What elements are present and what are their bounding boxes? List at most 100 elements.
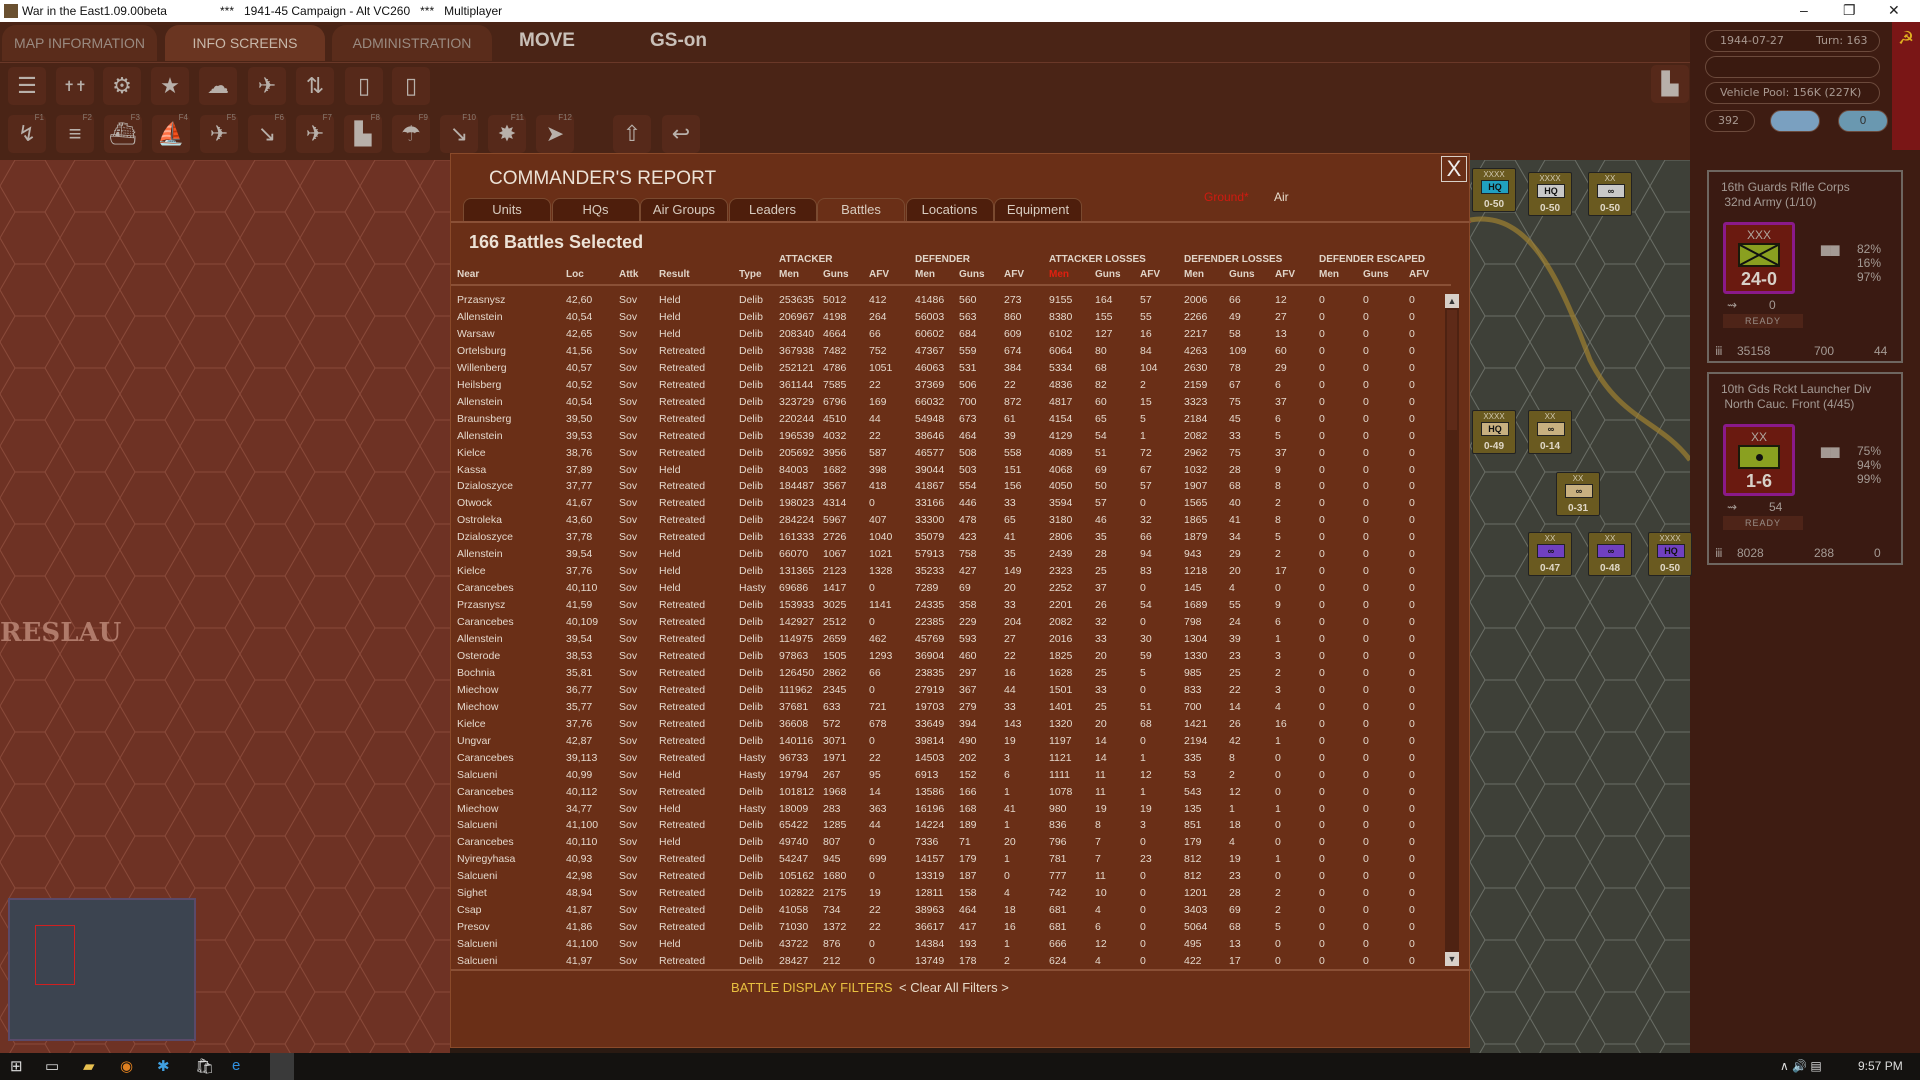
table-row[interactable]: Carancebes 40,109 Sov Retreated Delib 142927 2…	[451, 614, 1441, 631]
map-unit-counter[interactable]: XX ∞ 0-47	[1528, 532, 1572, 576]
table-row[interactable]: Dzialoszyce 37,78 Sov Retreated Delib 161333 2…	[451, 529, 1441, 546]
table-row[interactable]: Ostroleka 43,60 Sov Retreated Delib 284224 596…	[451, 512, 1441, 529]
report-flag-icon[interactable]: ▯	[345, 67, 383, 105]
table-row[interactable]: Csap 41,87 Sov Retreated Delib 41058 734 22 3896…	[451, 902, 1441, 919]
close-dialog-button[interactable]: X	[1441, 156, 1467, 182]
table-row[interactable]: Kielce 38,76 Sov Retreated Delib 205692 3956 58…	[451, 445, 1441, 462]
table-row[interactable]: Sighet 48,94 Sov Retreated Delib 102822 2175 19…	[451, 885, 1441, 902]
weather-indicator[interactable]	[1770, 110, 1820, 132]
menu-administration[interactable]: ADMINISTRATION	[332, 25, 492, 61]
tab-air-groups[interactable]: Air Groups	[640, 198, 728, 221]
weather-icon[interactable]: ☁	[199, 67, 237, 105]
map-view-right[interactable]: XXXX HQ 0-50 XXXX HQ 0-50 XX ∞ 0-50 XXXX HQ 0-49 XX ∞…	[1470, 160, 1692, 1053]
tab-units[interactable]: Units	[463, 198, 551, 221]
leaders-icon[interactable]: ✝✝	[56, 67, 94, 105]
unit-card[interactable]: 16th Guards Rifle Corps 32nd Army (1/10)…	[1707, 170, 1903, 363]
end-turn-icon[interactable]: ➤ F12	[536, 113, 574, 153]
table-row[interactable]: Allenstein 40,54 Sov Retreated Delib 323729 67…	[451, 394, 1441, 411]
table-row[interactable]: Osterode 38,53 Sov Retreated Delib 97863 1505 1…	[451, 648, 1441, 665]
table-row[interactable]: Carancebes 40,110 Sov Held Delib 49740 807 0 733…	[451, 834, 1441, 851]
rail-icon[interactable]: ≡ F2	[56, 113, 94, 153]
tab-battles[interactable]: Battles	[817, 198, 905, 222]
column-header[interactable]: Near	[457, 269, 480, 280]
naval-transport-icon[interactable]: ⛴ F3	[104, 113, 142, 153]
table-row[interactable]: Kielce 37,76 Sov Held Delib 131365 2123 1328 352…	[451, 563, 1441, 580]
table-row[interactable]: Salcueni 41,100 Sov Retreated Delib 65422 1285…	[451, 817, 1441, 834]
table-row[interactable]: Kassa 37,89 Sov Held Delib 84003 1682 398 39044 5…	[451, 462, 1441, 479]
table-row[interactable]: Carancebes 40,110 Sov Held Hasty 69686 1417 0 72…	[451, 580, 1441, 597]
table-row[interactable]: Dzialoszyce 37,77 Sov Retreated Delib 184487 3…	[451, 478, 1441, 495]
game-taskbar-icon[interactable]	[270, 1053, 294, 1080]
table-row[interactable]: Willenberg 40,57 Sov Retreated Delib 252121 47…	[451, 360, 1441, 377]
table-row[interactable]: Salcueni 41,100 Sov Held Delib 43722 876 0 14384…	[451, 936, 1441, 953]
column-header[interactable]: AFV	[1140, 269, 1160, 280]
column-header[interactable]: Guns	[1095, 269, 1121, 280]
table-row[interactable]: Presov 41,86 Sov Retreated Delib 71030 1372 22 3…	[451, 919, 1441, 936]
column-header[interactable]: Men	[915, 269, 935, 280]
unit-list-icon[interactable]: ☰	[8, 67, 46, 105]
app-icon[interactable]: ✱	[157, 1058, 170, 1075]
column-header[interactable]: Type	[739, 269, 762, 280]
table-row[interactable]: Otwock 41,67 Sov Retreated Delib 198023 4314 0 3…	[451, 495, 1441, 512]
table-row[interactable]: Heilsberg 40,52 Sov Retreated Delib 361144 758…	[451, 377, 1441, 394]
table-row[interactable]: Nyiregyhasa 40,93 Sov Retreated Delib 54247 94…	[451, 851, 1441, 868]
gs-toggle[interactable]: GS-on	[650, 30, 707, 51]
air-strike-icon[interactable]: ↘ F6	[248, 113, 286, 153]
combat-icon[interactable]: ✸ F11	[488, 113, 526, 153]
column-header[interactable]: Guns	[959, 269, 985, 280]
start-icon[interactable]: ⊞	[10, 1058, 23, 1075]
amphibious-icon[interactable]: ⛵ F4	[152, 113, 190, 153]
column-header[interactable]: Men	[1319, 269, 1339, 280]
file-explorer-icon[interactable]: ▰	[83, 1058, 95, 1075]
column-header[interactable]: Guns	[1363, 269, 1389, 280]
counter-toggle[interactable]: 0	[1838, 110, 1888, 132]
map-unit-counter[interactable]: XXXX HQ 0-50	[1528, 172, 1572, 216]
column-header[interactable]: AFV	[1275, 269, 1295, 280]
map-unit-counter[interactable]: XXXX HQ 0-50	[1472, 168, 1516, 212]
air-recon-icon[interactable]: ✈ F5	[200, 113, 238, 153]
table-row[interactable]: Ortelsburg 41,56 Sov Retreated Delib 367938 74…	[451, 343, 1441, 360]
airfield-bomb-icon[interactable]: ✈ F7	[296, 113, 334, 153]
table-row[interactable]: Allenstein 39,54 Sov Retreated Delib 114975 26…	[451, 631, 1441, 648]
column-header[interactable]: Loc	[566, 269, 584, 280]
clear-all-filters-button[interactable]: < Clear All Filters >	[899, 980, 1009, 995]
table-row[interactable]: Przasnysz 42,60 Sov Held Delib 253635 5012 412 4…	[451, 292, 1441, 309]
table-row[interactable]: Przasnysz 41,59 Sov Retreated Delib 153933 302…	[451, 597, 1441, 614]
table-row[interactable]: Allenstein 39,54 Sov Held Delib 66070 1067 1021…	[451, 546, 1441, 563]
ground-toggle[interactable]: Ground*	[1204, 190, 1249, 204]
restore-button[interactable]: ❐	[1843, 2, 1856, 18]
map-unit-counter[interactable]: XX ∞ 0-48	[1588, 532, 1632, 576]
column-header[interactable]: Guns	[1229, 269, 1255, 280]
clock[interactable]: 9:57 PM	[1858, 1059, 1903, 1073]
tab-locations[interactable]: Locations	[905, 198, 994, 221]
table-scrollbar[interactable]: ▲ ▼	[1445, 294, 1459, 966]
tab-equipment[interactable]: Equipment	[994, 198, 1082, 221]
air-combat-icon[interactable]: ✈	[248, 67, 286, 105]
table-row[interactable]: Ungvar 42,87 Sov Retreated Delib 140116 3071 0 3…	[451, 733, 1441, 750]
table-row[interactable]: Miechow 34,77 Sov Held Hasty 18009 283 363 16196…	[451, 801, 1441, 818]
close-window-button[interactable]: ✕	[1888, 2, 1900, 18]
edge-icon[interactable]: e	[232, 1057, 241, 1074]
victory-star-icon[interactable]: ★	[151, 67, 189, 105]
scroll-down-button[interactable]: ▼	[1445, 952, 1459, 966]
column-header[interactable]: Attk	[619, 269, 639, 280]
table-row[interactable]: Carancebes 40,112 Sov Retreated Delib 101812 1…	[451, 784, 1441, 801]
table-row[interactable]: Miechow 36,77 Sov Retreated Delib 111962 2345 0…	[451, 682, 1441, 699]
map-unit-counter[interactable]: XXXX HQ 0-49	[1472, 410, 1516, 454]
table-row[interactable]: Miechow 35,77 Sov Retreated Delib 37681 633 721…	[451, 699, 1441, 716]
air-transfer-icon[interactable]: ⇅	[296, 67, 334, 105]
undo-icon[interactable]: ↩	[662, 115, 700, 153]
menu-info-screens[interactable]: INFO SCREENS	[165, 25, 325, 61]
movement-icon[interactable]: ↯ F1	[8, 113, 46, 153]
scroll-up-button[interactable]: ▲	[1445, 294, 1459, 308]
table-row[interactable]: Salcueni 41,97 Sov Retreated Delib 28427 212 0 1…	[451, 953, 1441, 967]
air-toggle[interactable]: Air	[1274, 190, 1289, 204]
column-header[interactable]: AFV	[1409, 269, 1429, 280]
minimap[interactable]	[8, 898, 196, 1041]
paradrop-icon[interactable]: ☂ F9	[392, 113, 430, 153]
unit-card[interactable]: 10th Gds Rckt Launcher Div North Cauc. F…	[1707, 372, 1903, 565]
table-row[interactable]: Warsaw 42,65 Sov Held Delib 208340 4664 66 60602…	[451, 326, 1441, 343]
map-unit-counter[interactable]: XX ∞ 0-31	[1556, 472, 1600, 516]
column-header[interactable]: Men	[779, 269, 799, 280]
minimap-viewport[interactable]	[35, 925, 75, 985]
